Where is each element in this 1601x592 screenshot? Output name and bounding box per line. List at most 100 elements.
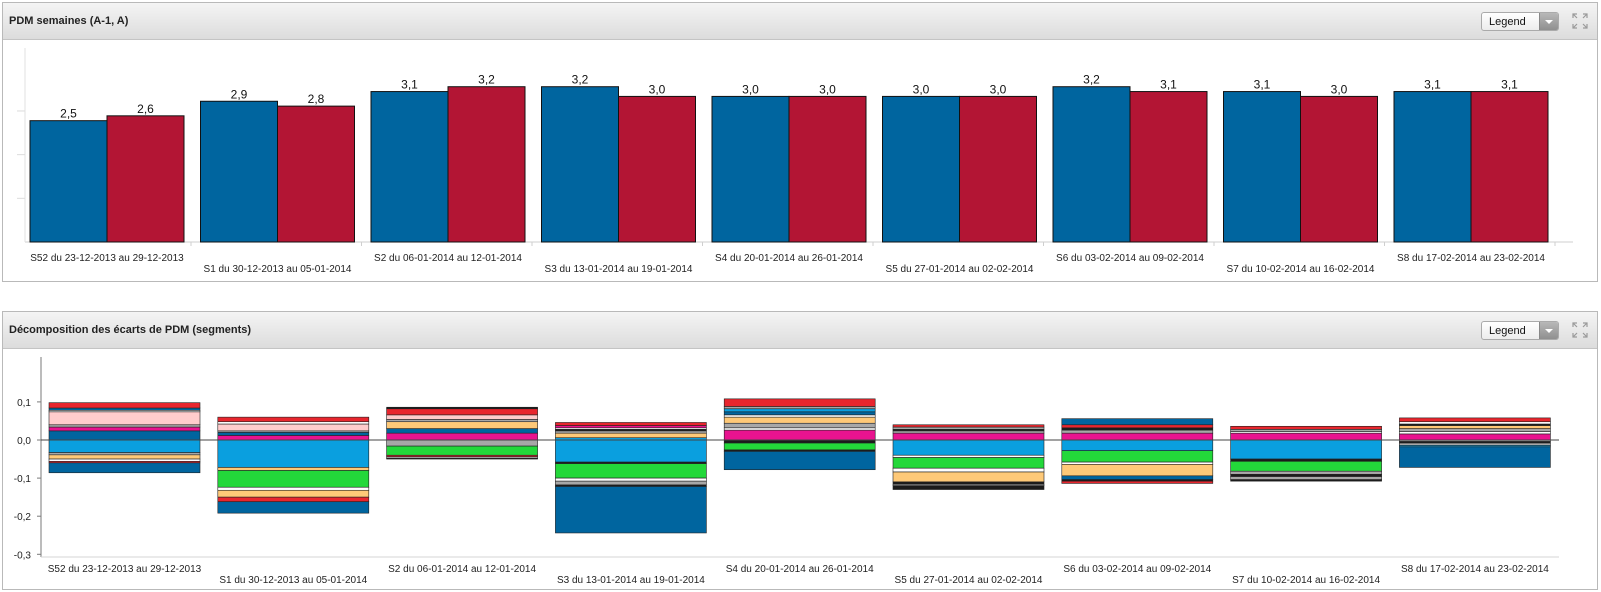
- x-tick-label: S4 du 20-01-2014 au 26-01-2014: [726, 564, 874, 575]
- data-label: 3,1: [1424, 78, 1441, 92]
- segment-bar: [217, 423, 370, 432]
- segment-bar: [1399, 425, 1551, 429]
- segment-bar: [217, 416, 370, 423]
- data-label: 2,6: [137, 102, 154, 116]
- segment-bar: [555, 486, 707, 534]
- x-tick-label: S6 du 03-02-2014 au 09-02-2014: [1056, 253, 1204, 264]
- segment-bar: [48, 452, 201, 456]
- x-tick-label: S8 du 17-02-2014 au 23-02-2014: [1397, 253, 1545, 264]
- x-tick-label: S8 du 17-02-2014 au 23-02-2014: [1401, 564, 1549, 575]
- x-tick-label: S52 du 23-12-2013 au 29-12-2013: [48, 564, 202, 575]
- panel-header: Décomposition des écarts de PDM (segment…: [3, 312, 1597, 349]
- segment-bar: [1061, 480, 1214, 484]
- segment-bar: [386, 414, 538, 420]
- segment-bar: [1061, 464, 1214, 477]
- segment-bar: [1230, 432, 1382, 441]
- segment-bar: [723, 416, 876, 424]
- segment-bar: [217, 486, 370, 491]
- data-label: 3,1: [1254, 78, 1271, 92]
- segment-bar: [723, 408, 876, 413]
- segment-bar: [723, 414, 876, 418]
- data-label: 2,8: [308, 92, 325, 106]
- segment-bar: [386, 432, 538, 441]
- segment-bar: [217, 432, 370, 436]
- y-tick-label: -0,1: [14, 474, 32, 485]
- segment-bar: [555, 480, 707, 486]
- segment-bar: [48, 424, 201, 428]
- data-label: 3,2: [1083, 73, 1100, 87]
- segment-bar: [723, 422, 876, 429]
- data-label: 3,2: [478, 73, 495, 87]
- segment-bar: [892, 426, 1045, 430]
- segment-bar: [555, 477, 707, 482]
- pdm-weeks-chart: 2,5 2,6 S52 du 23-12-2013 au 29-12-2013 2,9…: [17, 48, 1573, 275]
- x-tick-label: S6 du 03-02-2014 au 09-02-2014: [1063, 564, 1211, 575]
- bar: [1223, 91, 1301, 243]
- segment-bar: [1061, 475, 1214, 480]
- segment-bar: [892, 467, 1045, 473]
- segment-bar: [1230, 473, 1382, 477]
- panel-title: Décomposition des écarts de PDM (segment…: [9, 324, 252, 336]
- x-tick-label: S2 du 06-01-2014 au 12-01-2014: [374, 253, 522, 264]
- segment-bar: [892, 424, 1045, 428]
- segment-bar: [1061, 429, 1214, 434]
- segment-bar: [1399, 428, 1551, 432]
- x-tick-label: S1 du 30-12-2013 au 05-01-2014: [219, 575, 367, 586]
- data-label: 2,5: [60, 107, 77, 121]
- segment-bar: [1061, 432, 1214, 441]
- bar: [29, 120, 108, 243]
- segment-bar: [1399, 442, 1551, 446]
- segment-bar: [723, 411, 876, 416]
- segment-bar: [217, 439, 370, 468]
- segment-bar: [48, 454, 201, 460]
- bar: [1129, 91, 1208, 243]
- segment-bar: [1061, 424, 1214, 429]
- segment-bar: [723, 398, 876, 407]
- chevron-down-icon: [1539, 322, 1558, 339]
- segment-bar: [386, 445, 538, 456]
- segment-bar: [386, 428, 538, 434]
- segment-bar: [48, 426, 201, 432]
- segment-bar: [48, 458, 201, 462]
- data-label: 3,0: [913, 82, 930, 96]
- data-label: 3,1: [1501, 78, 1518, 92]
- segment-bar: [892, 439, 1045, 456]
- panel-header: PDM semaines (A-1, A) Legend: [3, 3, 1597, 40]
- data-label: 3,0: [742, 82, 759, 96]
- bar: [106, 115, 185, 243]
- segment-bar: [1399, 431, 1551, 435]
- bar: [1470, 91, 1549, 243]
- legend-dropdown[interactable]: Legend: [1481, 321, 1559, 340]
- segment-bar: [892, 457, 1045, 469]
- segment-bar: [1061, 427, 1214, 431]
- segment-bar: [723, 451, 876, 471]
- segment-bar: [892, 430, 1045, 434]
- expand-icon[interactable]: [1571, 321, 1589, 339]
- segment-bar: [555, 422, 707, 426]
- x-tick-label: S2 du 06-01-2014 au 12-01-2014: [388, 564, 536, 575]
- data-label: 3,0: [990, 82, 1007, 96]
- data-label: 3,1: [401, 78, 418, 92]
- bar: [277, 105, 355, 243]
- x-tick-label: S7 du 10-02-2014 au 16-02-2014: [1227, 264, 1375, 275]
- y-tick-label: -0,2: [14, 512, 32, 523]
- segment-bar: [723, 442, 876, 451]
- segment-bar: [217, 421, 370, 425]
- panel-title: PDM semaines (A-1, A): [9, 15, 129, 27]
- data-label: 3,0: [819, 82, 836, 96]
- x-tick-label: S52 du 23-12-2013 au 29-12-2013: [30, 253, 184, 264]
- x-tick-label: S3 du 13-01-2014 au 19-01-2014: [557, 575, 705, 586]
- data-label: 3,2: [572, 73, 589, 87]
- legend-dropdown[interactable]: Legend: [1481, 12, 1559, 31]
- segment-bar: [1061, 450, 1214, 463]
- data-label: 3,0: [1331, 82, 1348, 96]
- segment-bar: [1230, 461, 1382, 472]
- segment-bar: [386, 421, 538, 429]
- segment-bar: [892, 454, 1045, 458]
- pdm-gap-decomposition-chart: 0,1 0,0 -0,1 -0,2 -0,3 S52 du 23-12-2013 au 2…: [14, 357, 1559, 586]
- data-label: 3,1: [1160, 78, 1177, 92]
- segment-bar: [1230, 470, 1382, 475]
- data-label: 3,0: [649, 82, 666, 96]
- bar: [200, 100, 278, 243]
- expand-icon[interactable]: [1571, 12, 1589, 30]
